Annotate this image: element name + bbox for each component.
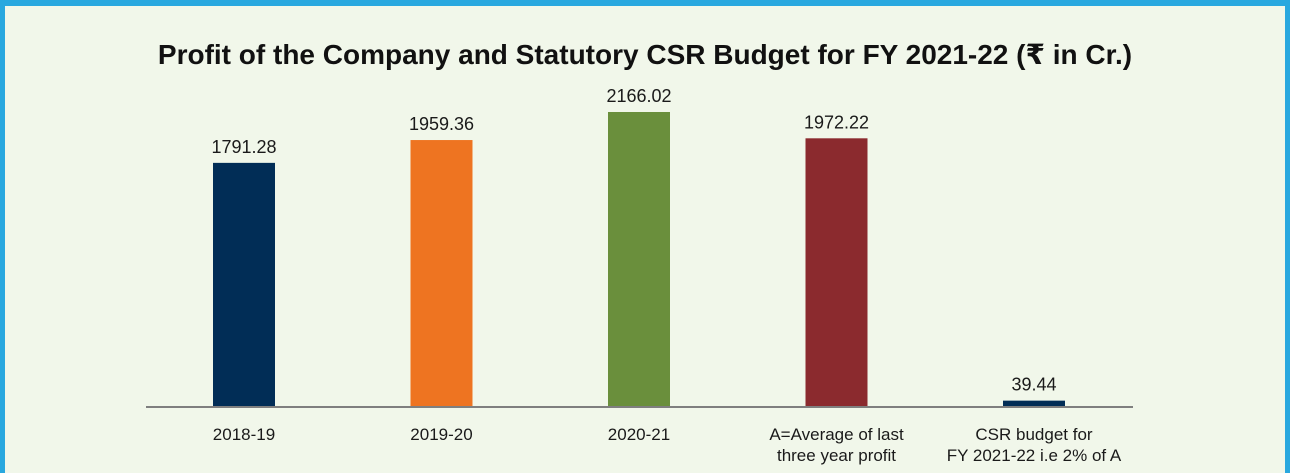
category-label-5-line-2: FY 2021-22 i.e 2% of A [947, 446, 1122, 465]
bar-2 [410, 140, 473, 406]
category-label-2: 2019-20 [410, 425, 472, 444]
chart-title: Profit of the Company and Statutory CSR … [157, 39, 1133, 70]
category-label-3: 2020-21 [608, 425, 670, 444]
data-label-2: 1959.36 [409, 114, 474, 134]
bar-4 [805, 138, 868, 406]
category-label-4: A=Average of last [769, 425, 904, 444]
category-label-5: CSR budget for [975, 425, 1093, 444]
bar-3 [608, 112, 670, 406]
data-label-4: 1972.22 [804, 112, 869, 132]
bar-5 [1003, 400, 1065, 406]
bar-1 [213, 162, 275, 406]
category-label-4-line-2: three year profit [777, 446, 896, 465]
data-label-1: 1791.28 [211, 137, 276, 157]
data-label-5: 39.44 [1011, 375, 1056, 395]
category-label-1: 2018-19 [213, 425, 275, 444]
data-label-3: 2166.02 [606, 86, 671, 106]
